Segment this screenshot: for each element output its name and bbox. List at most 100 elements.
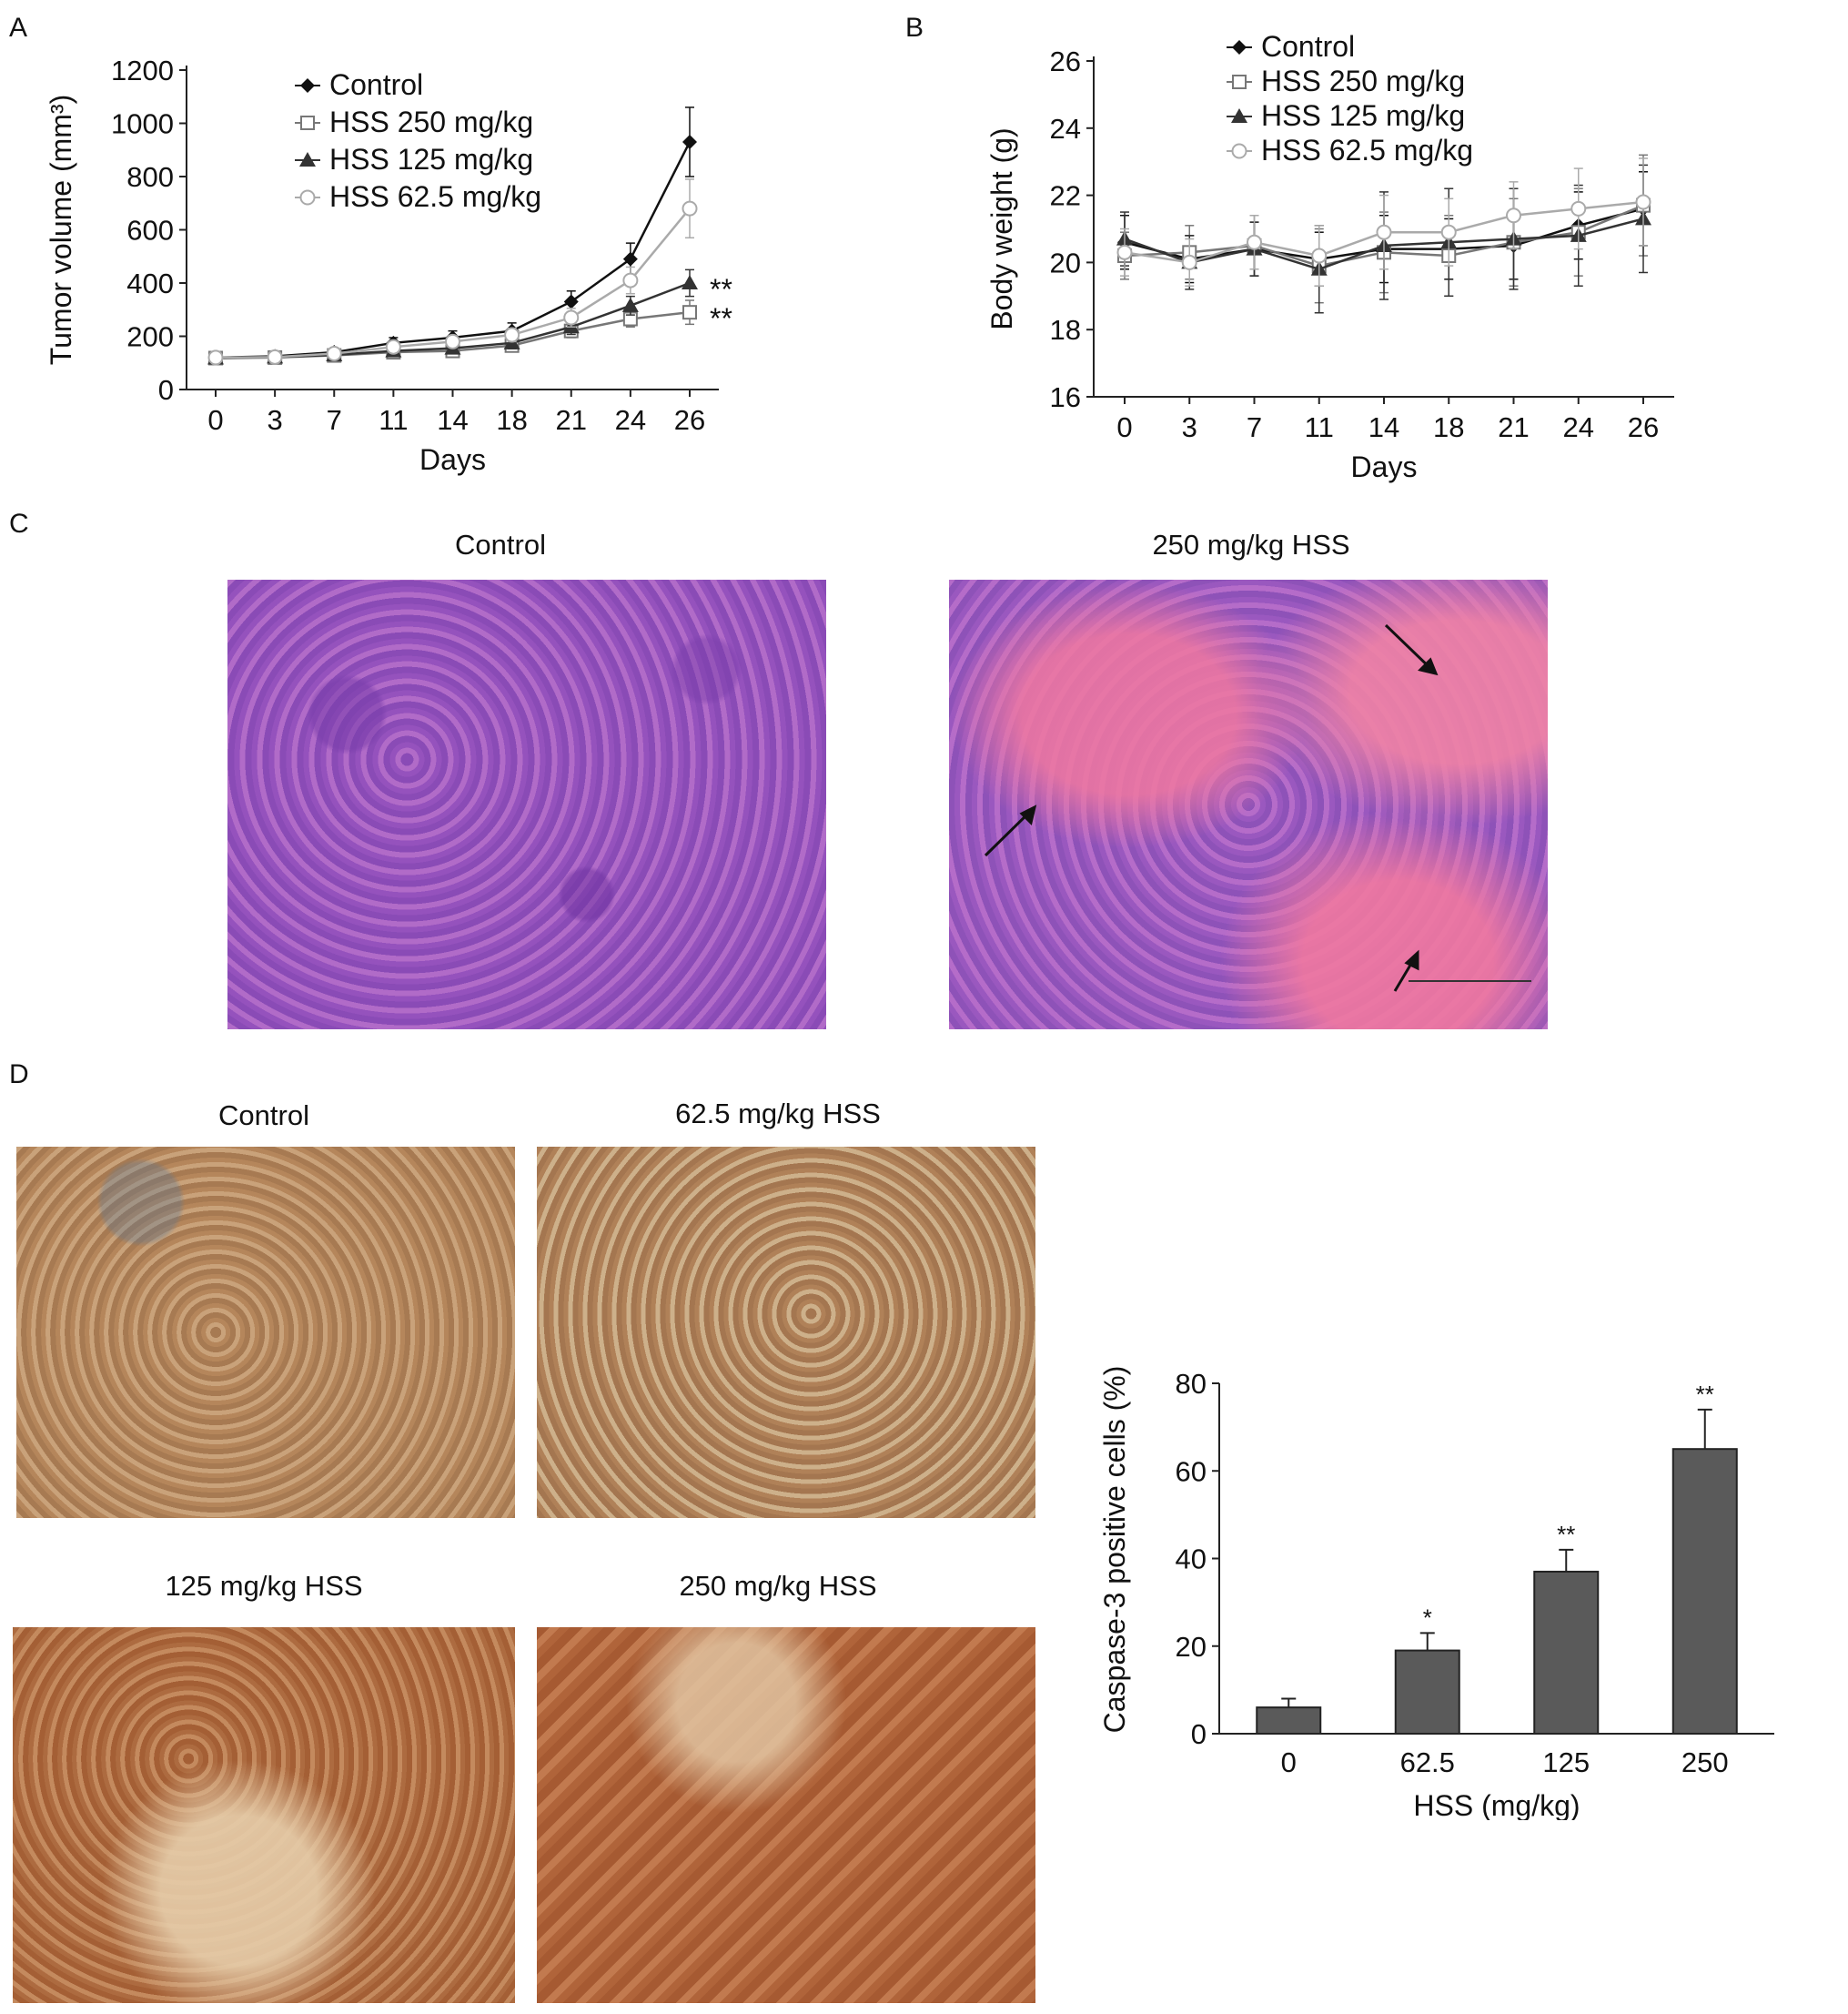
y-tick-label: 0 xyxy=(1191,1718,1207,1750)
y-tick-label: 20 xyxy=(1050,247,1081,278)
data-point xyxy=(1506,207,1521,224)
significance-label: ** xyxy=(1696,1381,1714,1408)
legend-label: Control xyxy=(329,68,423,101)
y-tick-label: 400 xyxy=(126,268,174,299)
panel-letter-b: B xyxy=(905,13,924,43)
x-tick-label: 14 xyxy=(437,404,468,436)
bar xyxy=(1671,1448,1738,1735)
y-tick-label: 16 xyxy=(1050,381,1081,413)
y-tick-label: 60 xyxy=(1176,1455,1207,1487)
legend-marker xyxy=(1231,143,1247,159)
y-axis-title: Caspase-3 positive cells (%) xyxy=(1098,1366,1131,1734)
data-point xyxy=(326,346,342,362)
x-tick-label: 0 xyxy=(1281,1746,1297,1778)
data-point xyxy=(267,349,283,365)
data-point xyxy=(1247,234,1262,250)
x-tick-label: 7 xyxy=(1247,411,1262,443)
x-tick-label: 250 xyxy=(1681,1746,1729,1778)
x-tick-label: 14 xyxy=(1368,411,1399,443)
data-point xyxy=(682,275,698,289)
legend-marker xyxy=(300,78,315,93)
data-point xyxy=(504,327,520,343)
legend-label: Control xyxy=(1261,30,1355,63)
he-250-image xyxy=(949,580,1548,1029)
significance-label: ** xyxy=(1557,1521,1575,1548)
x-tick-label: 62.5 xyxy=(1400,1746,1455,1778)
y-tick-label: 800 xyxy=(126,161,174,193)
data-point xyxy=(445,333,460,349)
legend-label: HSS 62.5 mg/kg xyxy=(1261,134,1473,167)
ihc-125-title: 125 mg/kg HSS xyxy=(165,1570,362,1602)
ihc-62-title: 62.5 mg/kg HSS xyxy=(675,1098,881,1129)
x-tick-label: 11 xyxy=(379,404,408,436)
ihc-125-image xyxy=(13,1627,515,2003)
data-point xyxy=(682,134,697,149)
he-control-title: Control xyxy=(455,530,546,561)
legend-label: HSS 250 mg/kg xyxy=(329,106,533,138)
tumor-volume-chart: 0 200 400 600 800 1000 1200 0 3 7 11 14 18 21 24 26 Days… xyxy=(45,55,732,476)
x-tick-label: 125 xyxy=(1542,1746,1590,1778)
ihc-control-image xyxy=(16,1147,515,1518)
data-point xyxy=(1116,244,1133,260)
panel-c-titles: Control 250 mg/kg HSS xyxy=(455,530,1350,561)
panel-letter-a: A xyxy=(9,13,27,43)
caspase3-bar-chart: 0 20 40 60 80 0 * 62.5 ** 125 ** 250 HSS (mg/kg) Casp… xyxy=(1098,1366,1774,1820)
legend-marker xyxy=(299,152,316,167)
data-point xyxy=(621,297,639,312)
y-tick-label: 0 xyxy=(158,374,174,406)
x-tick-label: 0 xyxy=(1116,411,1132,443)
ihc-control-title: Control xyxy=(218,1099,309,1131)
he-250-title: 250 mg/kg HSS xyxy=(1152,530,1349,561)
legend-marker xyxy=(300,116,315,130)
x-tick-label: 3 xyxy=(1182,411,1197,443)
legend-label: HSS 125 mg/kg xyxy=(1261,99,1465,132)
bar xyxy=(1256,1706,1322,1735)
data-point xyxy=(1635,194,1651,210)
y-tick-label: 200 xyxy=(126,321,174,353)
x-tick-label: 24 xyxy=(615,404,646,436)
legend-marker xyxy=(1231,108,1247,123)
data-point xyxy=(1181,254,1197,270)
y-tick-label: 22 xyxy=(1050,180,1081,212)
ihc-250-title: 250 mg/kg HSS xyxy=(679,1570,876,1602)
x-tick-label: 21 xyxy=(556,404,587,436)
y-tick-label: 26 xyxy=(1050,46,1081,77)
x-tick-label: 7 xyxy=(327,404,342,436)
arrow-head-icon xyxy=(1404,949,1419,971)
x-tick-label: 18 xyxy=(1433,411,1464,443)
x-tick-label: 24 xyxy=(1563,411,1594,443)
data-point xyxy=(622,272,639,288)
bar xyxy=(1533,1570,1600,1735)
data-point xyxy=(682,200,698,217)
y-tick-label: 80 xyxy=(1176,1368,1207,1400)
x-tick-label: 18 xyxy=(496,404,527,436)
y-axis-title: Body weight (g) xyxy=(985,127,1018,329)
data-point xyxy=(563,309,580,326)
data-point xyxy=(682,305,697,320)
x-tick-label: 21 xyxy=(1498,411,1529,443)
x-tick-label: 0 xyxy=(207,404,223,436)
significance-label: * xyxy=(1423,1604,1432,1631)
x-tick-label: 3 xyxy=(268,404,283,436)
x-axis-title: HSS (mg/kg) xyxy=(1413,1789,1580,1820)
y-tick-label: 600 xyxy=(126,215,174,247)
y-tick-label: 18 xyxy=(1050,314,1081,346)
significance-label: ** xyxy=(710,273,732,306)
data-point xyxy=(385,339,401,355)
data-point xyxy=(1570,200,1587,217)
x-axis-title: Days xyxy=(419,443,486,476)
ihc-62-image xyxy=(537,1147,1035,1518)
data-point xyxy=(207,349,224,366)
y-axis-title: Tumor volume (mm³) xyxy=(45,95,77,365)
data-point xyxy=(563,294,579,309)
data-point xyxy=(1440,224,1457,240)
y-tick-label: 20 xyxy=(1176,1631,1207,1663)
significance-label: ** xyxy=(710,302,732,335)
y-tick-label: 1000 xyxy=(111,108,174,140)
legend-marker xyxy=(1232,40,1247,55)
x-tick-label: 11 xyxy=(1305,411,1334,443)
legend-label: HSS 125 mg/kg xyxy=(329,143,533,176)
arrow-head-icon xyxy=(1418,657,1439,676)
data-point xyxy=(1311,248,1328,264)
legend-label: HSS 62.5 mg/kg xyxy=(329,180,541,213)
